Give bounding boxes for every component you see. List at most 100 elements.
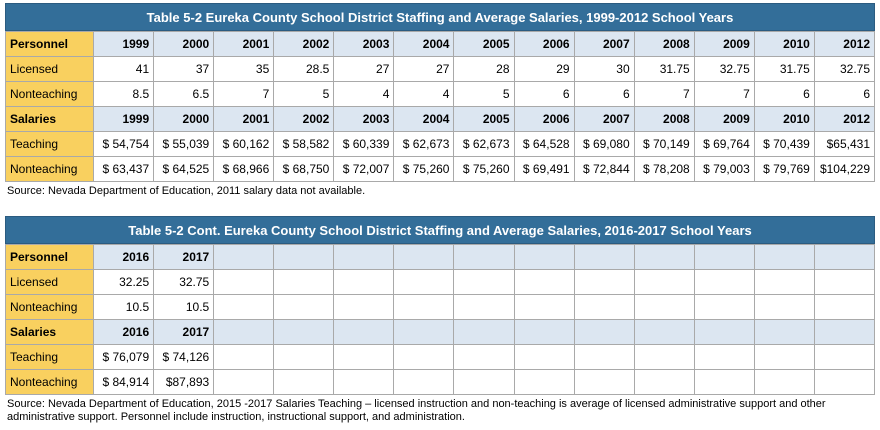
value-cell: $ 64,528 (513, 131, 575, 157)
value-cell: 6 (513, 81, 575, 107)
value-cell: $ 62,673 (453, 131, 515, 157)
empty-cell (753, 294, 815, 320)
year-header-2003: 2003 (333, 31, 395, 57)
empty-cell (813, 294, 876, 320)
empty-cell (273, 369, 335, 395)
value-cell: $ 60,339 (333, 131, 395, 157)
year-header-2016: 2016 (93, 244, 155, 270)
empty-cell (573, 344, 635, 370)
salaries-header-row: Salaries 2016 2017 (4, 319, 876, 345)
empty-cell (393, 319, 455, 345)
empty-cell (573, 244, 635, 270)
year-header-2006: 2006 (513, 106, 575, 132)
table-row-nonteaching: Nonteaching $ 63,437 $ 64,525 $ 68,966 $ 68,… (4, 156, 876, 182)
empty-cell (393, 294, 455, 320)
year-header-2005: 2005 (453, 106, 515, 132)
year-header-2004: 2004 (393, 106, 455, 132)
personnel-header-row: Personnel 1999 2000 2001 2002 2003 2004 2005 200… (4, 31, 876, 57)
empty-cell (453, 269, 515, 295)
value-cell: 10.5 (93, 294, 155, 320)
empty-cell (693, 294, 755, 320)
personnel-header: Personnel (4, 31, 95, 57)
value-cell: $ 78,208 (633, 156, 695, 182)
row-label-teaching: Teaching (4, 131, 95, 157)
value-cell: 6 (753, 81, 815, 107)
empty-cell (273, 269, 335, 295)
row-label-nonteaching: Nonteaching (4, 369, 95, 395)
year-header-2001: 2001 (213, 106, 275, 132)
value-cell: $ 68,966 (213, 156, 275, 182)
empty-cell (693, 319, 755, 345)
value-cell: $ 62,673 (393, 131, 455, 157)
empty-cell (393, 269, 455, 295)
value-cell: 6 (813, 81, 876, 107)
value-cell: $ 70,439 (753, 131, 815, 157)
empty-cell (573, 269, 635, 295)
value-cell: $ 72,844 (573, 156, 635, 182)
value-cell: 5 (273, 81, 335, 107)
empty-cell (273, 319, 335, 345)
value-cell: $ 79,769 (753, 156, 815, 182)
value-cell: 4 (393, 81, 455, 107)
empty-cell (213, 319, 275, 345)
empty-cell (693, 269, 755, 295)
year-header-2000: 2000 (153, 31, 215, 57)
empty-cell (333, 344, 395, 370)
source-note: Source: Nevada Department of Education, … (7, 398, 826, 423)
data-grid: Personnel 2016 2017 Licensed 32.25 32.75 Nonte… (4, 244, 876, 395)
row-label-nonteaching: Nonteaching (4, 156, 95, 182)
empty-cell (333, 244, 395, 270)
year-header-2003: 2003 (333, 106, 395, 132)
empty-cell (573, 369, 635, 395)
salaries-header: Salaries (4, 319, 95, 345)
value-cell: $ 68,750 (273, 156, 335, 182)
row-label-licensed: Licensed (4, 56, 95, 82)
empty-cell (633, 294, 695, 320)
value-cell: $ 55,039 (153, 131, 215, 157)
empty-cell (693, 244, 755, 270)
value-cell: 6 (573, 81, 635, 107)
year-header-2012: 2012 (813, 106, 876, 132)
empty-cell (573, 319, 635, 345)
value-cell: $ 84,914 (93, 369, 155, 395)
year-header-1999: 1999 (93, 31, 155, 57)
empty-cell (633, 269, 695, 295)
staffing-table-2016-2017: Table 5-2 Cont. Eureka County School Dis… (4, 216, 876, 424)
value-cell: $ 72,007 (333, 156, 395, 182)
value-cell: $ 58,582 (273, 131, 335, 157)
year-header-2017: 2017 (153, 319, 215, 345)
empty-cell (273, 294, 335, 320)
value-cell: 27 (393, 56, 455, 82)
year-header-1999: 1999 (93, 106, 155, 132)
empty-cell (693, 369, 755, 395)
year-header-2008: 2008 (633, 31, 695, 57)
row-label-licensed: Licensed (4, 269, 95, 295)
table-row-licensed: Licensed 41 37 35 28.5 27 27 28 29 30 31.75 32.75 31… (4, 56, 876, 82)
empty-cell (753, 319, 815, 345)
value-cell: 27 (333, 56, 395, 82)
value-cell: 35 (213, 56, 275, 82)
year-header-2010: 2010 (753, 106, 815, 132)
year-header-2006: 2006 (513, 31, 575, 57)
empty-cell (513, 369, 575, 395)
value-cell: 31.75 (633, 56, 695, 82)
value-cell: 10.5 (153, 294, 215, 320)
empty-cell (813, 344, 876, 370)
empty-cell (513, 294, 575, 320)
empty-cell (633, 344, 695, 370)
value-cell: 37 (153, 56, 215, 82)
value-cell: $ 69,764 (693, 131, 755, 157)
value-cell: 32.75 (153, 269, 215, 295)
salaries-header-row: Salaries 1999 2000 2001 2002 2003 2004 2005 2006… (4, 106, 876, 132)
empty-cell (393, 244, 455, 270)
value-cell: 6.5 (153, 81, 215, 107)
empty-cell (273, 344, 335, 370)
empty-cell (213, 269, 275, 295)
value-cell: 29 (513, 56, 575, 82)
table-row-teaching: Teaching $ 54,754 $ 55,039 $ 60,162 $ 58,582… (4, 131, 876, 157)
year-header-2007: 2007 (573, 31, 635, 57)
value-cell: $ 64,525 (153, 156, 215, 182)
table-row-nonteaching: Nonteaching $ 84,914 $87,893 (4, 369, 876, 395)
value-cell: $104,229 (813, 156, 876, 182)
value-cell: $ 63,437 (93, 156, 155, 182)
